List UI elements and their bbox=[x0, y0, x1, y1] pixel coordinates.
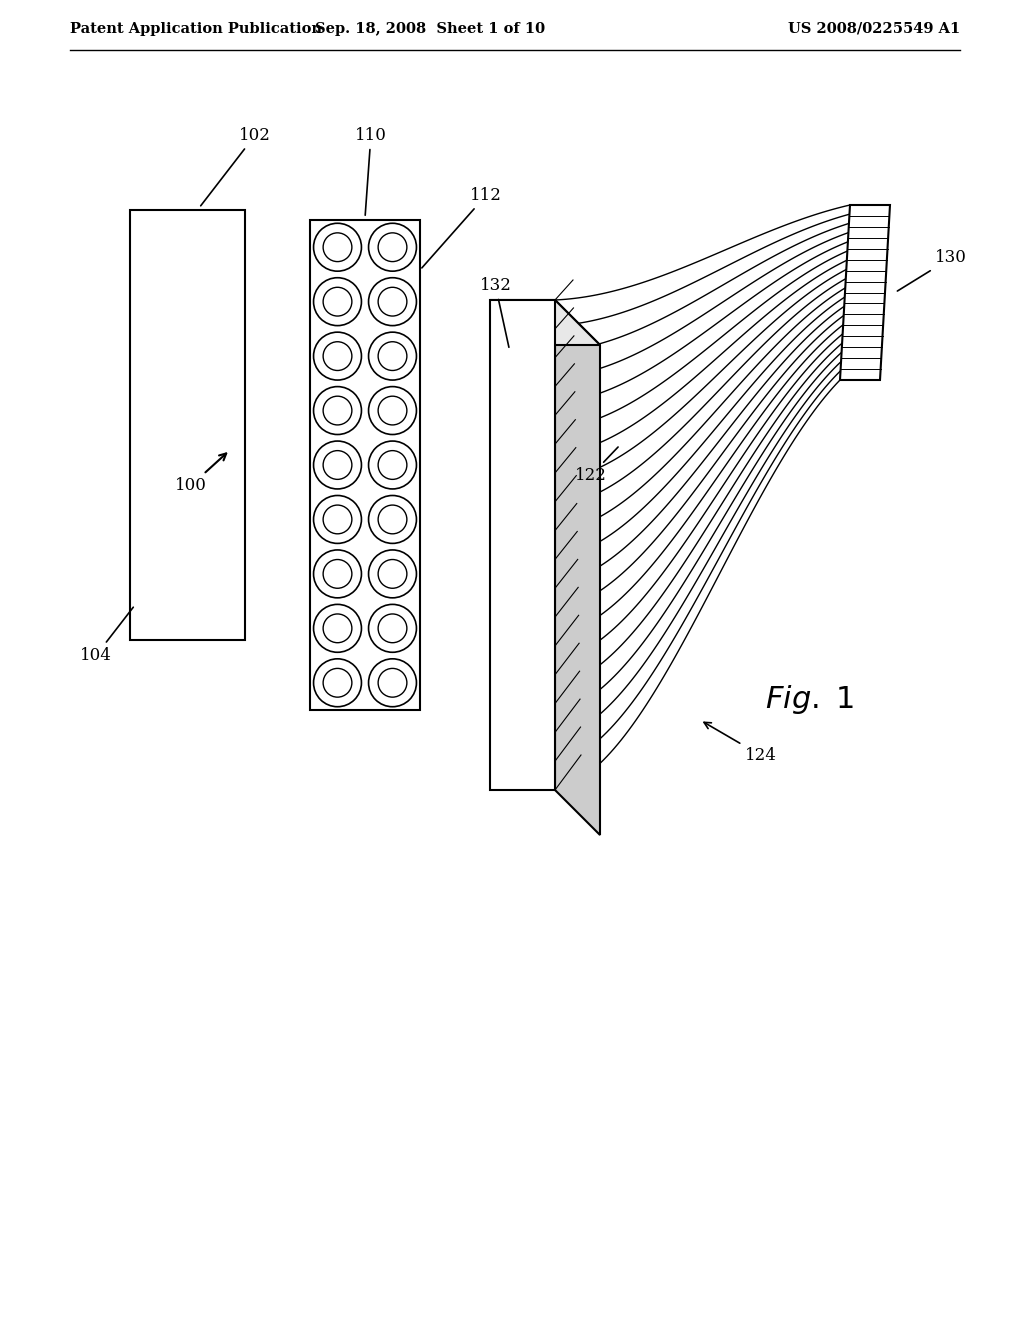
Circle shape bbox=[324, 288, 352, 315]
Circle shape bbox=[378, 342, 407, 371]
Circle shape bbox=[369, 277, 417, 326]
Circle shape bbox=[313, 277, 361, 326]
Circle shape bbox=[313, 223, 361, 271]
Circle shape bbox=[324, 560, 352, 589]
Text: 132: 132 bbox=[479, 277, 511, 347]
Circle shape bbox=[324, 614, 352, 643]
Circle shape bbox=[378, 560, 407, 589]
Circle shape bbox=[378, 232, 407, 261]
Bar bbox=[310, 220, 420, 710]
Text: 124: 124 bbox=[705, 722, 777, 764]
Text: 112: 112 bbox=[422, 187, 502, 268]
Circle shape bbox=[369, 387, 417, 434]
Circle shape bbox=[369, 605, 417, 652]
Circle shape bbox=[324, 232, 352, 261]
Circle shape bbox=[369, 441, 417, 488]
Circle shape bbox=[378, 288, 407, 315]
Circle shape bbox=[313, 495, 361, 544]
Text: 122: 122 bbox=[575, 447, 618, 484]
Bar bbox=[490, 300, 555, 789]
Circle shape bbox=[324, 450, 352, 479]
Text: $Fig.\ 1$: $Fig.\ 1$ bbox=[765, 684, 855, 717]
Circle shape bbox=[378, 506, 407, 533]
Text: 110: 110 bbox=[355, 127, 387, 215]
Text: Sep. 18, 2008  Sheet 1 of 10: Sep. 18, 2008 Sheet 1 of 10 bbox=[315, 22, 545, 36]
Text: 102: 102 bbox=[201, 127, 271, 206]
Circle shape bbox=[369, 333, 417, 380]
Circle shape bbox=[369, 495, 417, 544]
Circle shape bbox=[313, 441, 361, 488]
Circle shape bbox=[378, 668, 407, 697]
Polygon shape bbox=[490, 300, 600, 345]
Bar bbox=[130, 210, 245, 640]
Polygon shape bbox=[555, 300, 600, 836]
Circle shape bbox=[313, 333, 361, 380]
Circle shape bbox=[378, 614, 407, 643]
Circle shape bbox=[378, 396, 407, 425]
Circle shape bbox=[313, 387, 361, 434]
Circle shape bbox=[313, 659, 361, 706]
Circle shape bbox=[324, 396, 352, 425]
Circle shape bbox=[324, 506, 352, 533]
Circle shape bbox=[324, 342, 352, 371]
Text: US 2008/0225549 A1: US 2008/0225549 A1 bbox=[787, 22, 961, 36]
Text: 130: 130 bbox=[897, 249, 967, 290]
Circle shape bbox=[369, 223, 417, 271]
Circle shape bbox=[313, 550, 361, 598]
Polygon shape bbox=[840, 205, 890, 380]
Circle shape bbox=[378, 450, 407, 479]
Text: Patent Application Publication: Patent Application Publication bbox=[70, 22, 322, 36]
Text: 104: 104 bbox=[80, 607, 133, 664]
Circle shape bbox=[369, 550, 417, 598]
Text: 100: 100 bbox=[175, 454, 226, 494]
Circle shape bbox=[313, 605, 361, 652]
Circle shape bbox=[324, 668, 352, 697]
Circle shape bbox=[369, 659, 417, 706]
